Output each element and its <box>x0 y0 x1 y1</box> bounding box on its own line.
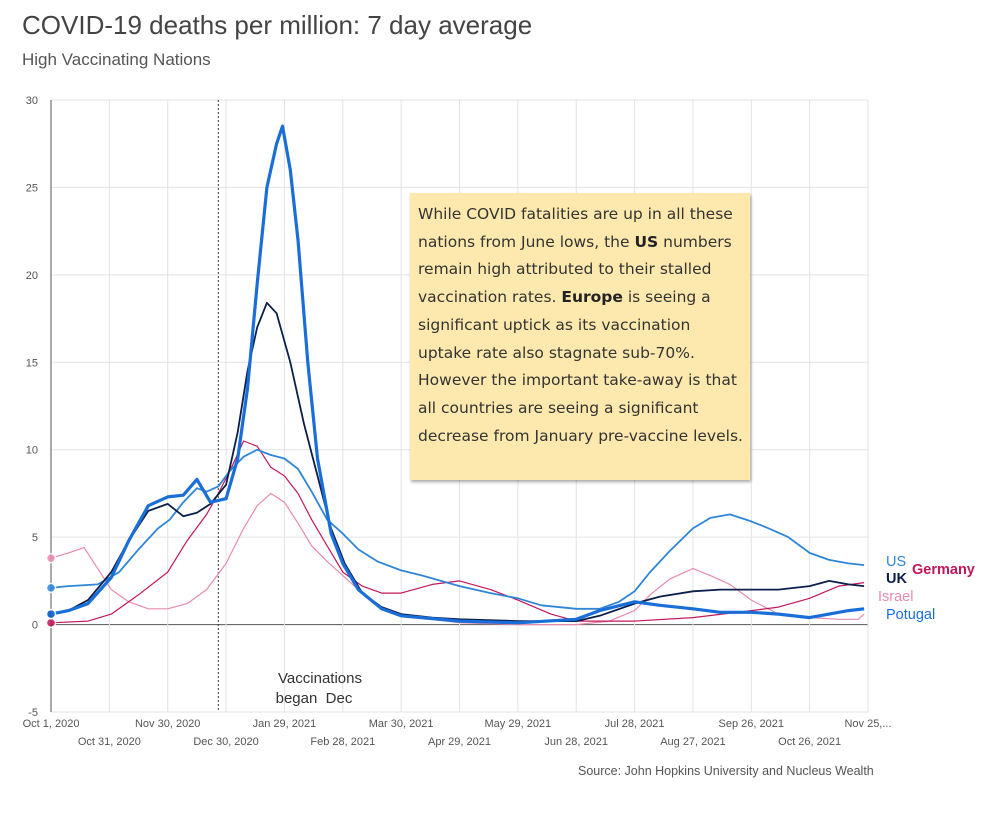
annotation-line-2: began Dec <box>276 690 353 707</box>
x-tick-label: Oct 26, 2021 <box>778 736 841 748</box>
x-tick-label: Jun 28, 2021 <box>544 736 608 748</box>
note-text-1: While COVID fatalities are up in all the… <box>418 205 733 251</box>
series-line-potugal <box>50 124 865 625</box>
note-us: US <box>634 232 659 251</box>
y-tick-label: -5 <box>28 707 38 719</box>
vaccination-annotation: Vaccinations began Dec <box>217 100 362 712</box>
series-label-germany: Germany <box>912 562 975 578</box>
x-tick-label: Sep 26, 2021 <box>719 718 784 730</box>
x-tick-label: May 29, 2021 <box>485 718 552 730</box>
series-start-marker-israel <box>45 552 57 564</box>
x-tick-label: Apr 29, 2021 <box>428 736 491 748</box>
chart-subtitle: High Vaccinating Nations <box>22 50 211 69</box>
source-note: Source: John Hopkins University and Nucl… <box>578 764 874 778</box>
x-tick-label: Aug 27, 2021 <box>660 736 725 748</box>
y-tick-label: 10 <box>26 445 38 457</box>
series-label-uk: UK <box>886 571 907 587</box>
x-tick-label: Nov 25,... <box>844 718 891 730</box>
x-tick-label: Oct 31, 2020 <box>78 736 141 748</box>
chart-title: COVID-19 deaths per million: 7 day avera… <box>22 10 533 40</box>
y-tick-label: 25 <box>26 182 38 194</box>
series-label-us: US <box>886 554 906 570</box>
series-start-marker-germany <box>45 617 57 629</box>
x-tick-label: Mar 30, 2021 <box>369 718 434 730</box>
note-europe: Europe <box>561 288 623 307</box>
y-tick-label: 30 <box>26 95 38 107</box>
series-start-marker-potugal <box>45 608 57 620</box>
series-start-marker-us <box>45 582 57 594</box>
series-line-israel <box>50 492 865 626</box>
y-axis-ticks: -5 0 5 10 15 20 25 30 <box>26 95 38 719</box>
y-tick-label: 20 <box>26 270 38 282</box>
x-tick-label: Jul 28, 2021 <box>605 718 665 730</box>
series-line-germany <box>50 440 865 624</box>
y-tick-label: 5 <box>32 532 38 544</box>
x-axis-ticks: Oct 1, 2020 Oct 31, 2020 Nov 30, 2020 Dec 3… <box>23 718 892 748</box>
x-tick-label: Feb 28, 2021 <box>310 736 375 748</box>
x-tick-label: Oct 1, 2020 <box>23 718 80 730</box>
annotation-line-1: Vaccinations <box>278 670 362 687</box>
x-tick-label: Dec 30, 2020 <box>193 736 258 748</box>
annotation-note: While COVID fatalities are up in all the… <box>410 193 750 480</box>
note-text-2: numbers remain high attributed to their … <box>418 232 732 307</box>
series-line-us <box>50 448 865 610</box>
series-lines <box>45 124 865 629</box>
y-tick-label: 15 <box>26 357 38 369</box>
note-text-3: is seeing a significant uptick as its va… <box>418 288 743 445</box>
series-label-potugal: Potugal <box>886 607 935 623</box>
y-tick-label: 0 <box>32 620 38 632</box>
series-label-israel: Israel <box>878 589 913 605</box>
x-tick-label: Jan 29, 2021 <box>253 718 317 730</box>
x-tick-label: Nov 30, 2020 <box>135 718 200 730</box>
